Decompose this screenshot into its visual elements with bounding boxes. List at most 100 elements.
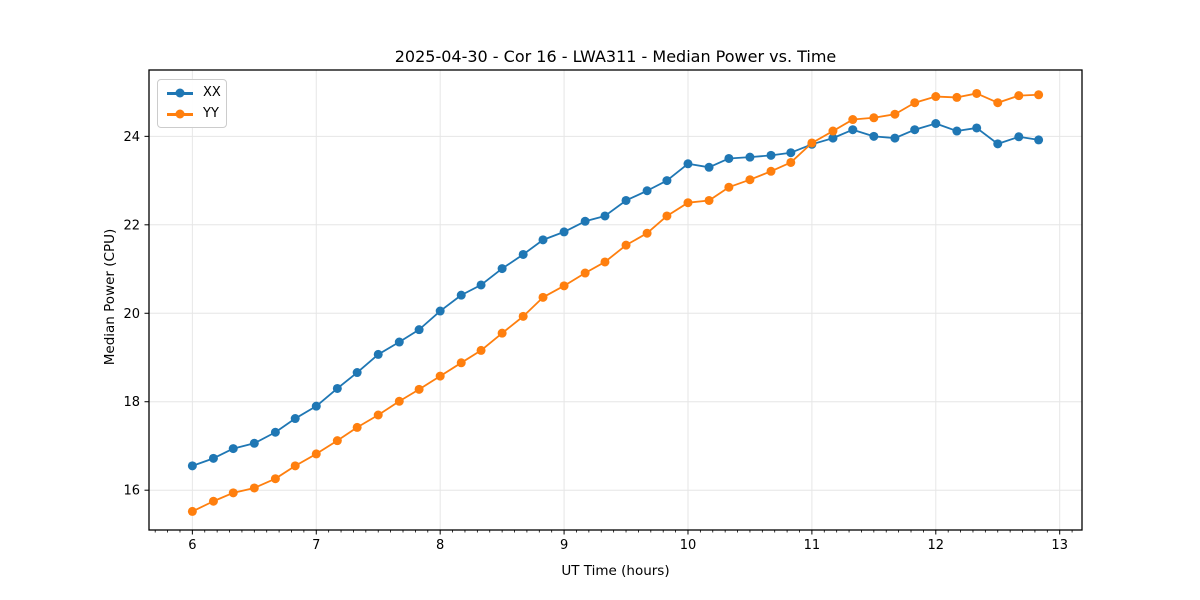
series-XX-marker	[662, 176, 672, 186]
series-YY-marker	[311, 449, 321, 459]
series-YY-marker	[187, 506, 197, 516]
legend-item-xx: XX	[167, 85, 221, 101]
series-YY-marker	[745, 175, 755, 185]
legend-item-yy: YY	[167, 106, 219, 122]
series-YY-marker	[373, 410, 383, 420]
series-XX-marker	[559, 227, 569, 237]
legend-line-sample-yy	[167, 109, 193, 119]
series-XX-marker	[187, 461, 197, 471]
series-XX-marker	[394, 337, 404, 347]
series-XX-marker	[993, 139, 1003, 149]
series-XX-marker	[642, 186, 652, 196]
series-YY-marker	[1034, 90, 1044, 100]
series-YY-marker	[910, 98, 920, 108]
series-XX-marker	[456, 290, 466, 300]
series-XX-marker	[311, 401, 321, 411]
series-XX-marker	[600, 211, 610, 221]
series-YY-marker	[807, 138, 817, 148]
series-XX-marker	[972, 123, 982, 133]
series-XX-marker	[228, 444, 238, 454]
series-XX-marker	[952, 126, 962, 136]
y-axis-label: Median Power (CPU)	[102, 228, 118, 366]
series-XX-marker	[724, 153, 734, 163]
series-XX-marker	[1014, 132, 1024, 142]
legend-line-sample-xx	[167, 88, 193, 98]
series-YY-marker	[332, 436, 342, 446]
series-XX-marker	[786, 148, 796, 158]
series-XX-marker	[518, 249, 528, 259]
y-tick-label: 18	[123, 395, 140, 410]
series-YY-marker	[580, 268, 590, 278]
series-XX-marker	[580, 216, 590, 226]
x-tick-label: 8	[436, 538, 444, 553]
series-YY-marker	[848, 115, 858, 125]
legend: XX YY	[157, 79, 227, 128]
y-tick-label: 22	[123, 218, 140, 233]
series-YY-line	[191, 92, 1039, 513]
legend-marker-icon	[175, 88, 185, 98]
series-XX-marker	[270, 427, 280, 437]
series-YY-marker	[890, 109, 900, 119]
series-XX-marker	[538, 235, 548, 245]
series-YY-marker	[290, 461, 300, 471]
series-YY-marker	[786, 157, 796, 167]
x-tick-label: 13	[1051, 538, 1068, 553]
series-XX-marker	[745, 152, 755, 162]
series-XX-marker	[704, 162, 714, 172]
y-tick-label: 20	[123, 307, 140, 322]
series-YY-marker	[518, 311, 528, 321]
series-XX-marker	[869, 131, 879, 141]
x-tick-label: 7	[312, 538, 320, 553]
series-YY-marker	[476, 345, 486, 355]
series-YY-marker	[497, 328, 507, 338]
series-XX-marker	[890, 133, 900, 143]
y-tick-label: 16	[123, 484, 140, 499]
series-YY-marker	[642, 228, 652, 238]
series-YY-marker	[662, 211, 672, 221]
series-XX-marker	[373, 349, 383, 359]
series-XX-marker	[435, 306, 445, 316]
series-YY-marker	[228, 488, 238, 498]
x-axis-label: UT Time (hours)	[561, 563, 670, 579]
series-YY-marker	[766, 166, 776, 176]
legend-marker-icon	[175, 109, 185, 119]
series-XX-marker	[683, 159, 693, 169]
series-YY-marker	[1014, 91, 1024, 101]
x-tick-label: 12	[928, 538, 945, 553]
series-XX-marker	[621, 195, 631, 205]
plot-border	[148, 69, 1083, 531]
series-YY-marker	[352, 422, 362, 432]
series-XX-marker	[766, 150, 776, 160]
series-YY-marker	[559, 281, 569, 291]
series-XX-marker	[1034, 135, 1044, 145]
series-XX-marker	[249, 438, 259, 448]
series-YY-marker	[456, 358, 466, 368]
series-YY-marker	[931, 92, 941, 102]
series-XX-marker	[931, 119, 941, 129]
series-XX-marker	[828, 133, 838, 143]
y-tick-label: 24	[123, 130, 140, 145]
series-XX-marker	[290, 414, 300, 424]
legend-label-yy: YY	[203, 106, 219, 121]
x-tick-label: 10	[680, 538, 697, 553]
series-XX-marker	[414, 325, 424, 335]
series-XX-marker	[848, 125, 858, 135]
series-YY-marker	[270, 474, 280, 484]
series-XX-marker	[910, 125, 920, 135]
series-YY-marker	[621, 240, 631, 250]
series-XX-marker	[476, 280, 486, 290]
series-XX-marker	[208, 453, 218, 463]
legend-label-xx: XX	[203, 85, 221, 100]
series-YY-marker	[600, 257, 610, 267]
series-XX-line	[192, 122, 1039, 467]
series-YY-marker	[704, 195, 714, 205]
series-YY-marker	[724, 182, 734, 192]
series-YY-marker	[394, 396, 404, 406]
x-tick-label: 9	[560, 538, 568, 553]
series-YY-marker	[993, 98, 1003, 108]
series-XX-marker	[352, 368, 362, 378]
series-YY-marker	[435, 371, 445, 381]
series-YY-marker	[249, 483, 259, 493]
